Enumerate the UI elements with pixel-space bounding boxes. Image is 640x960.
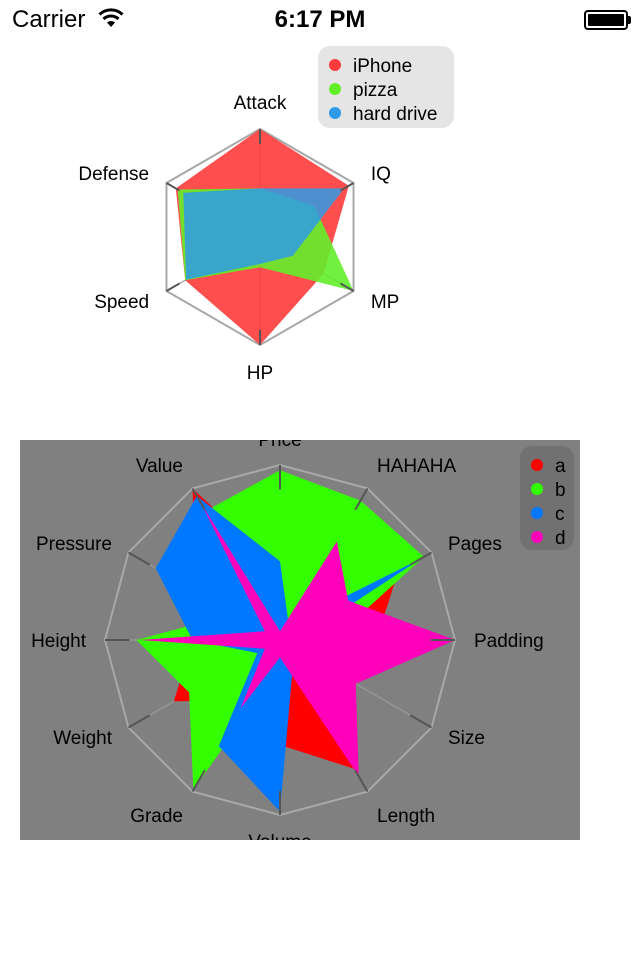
- legend-box: [520, 446, 574, 550]
- legend-label-b: b: [555, 480, 566, 501]
- legend-label-c: c: [555, 504, 565, 525]
- axis-label-mp: MP: [371, 292, 400, 313]
- series-hard-drive-area: [183, 188, 345, 280]
- legend-label-pizza: pizza: [353, 80, 398, 101]
- radar-spoke-tip-length: [354, 769, 369, 793]
- axis-label-price: Price: [258, 440, 301, 451]
- axis-label-volume: Volume: [248, 832, 311, 840]
- radar-spoke-tip-speed: [165, 282, 181, 292]
- axis-label-weight: Weight: [53, 728, 113, 749]
- axis-label-padding: Padding: [474, 631, 544, 652]
- legend-swatch-b: [531, 483, 543, 495]
- axis-label-size: Size: [448, 728, 485, 749]
- status-bar: Carrier 6:17 PM: [0, 0, 640, 40]
- legend-label-a: a: [555, 456, 566, 477]
- legend-swatch-d: [531, 531, 543, 543]
- legend-swatch-a: [531, 459, 543, 471]
- legend-label-hard-drive: hard drive: [353, 104, 438, 125]
- radar-spoke-tip-size: [409, 714, 433, 729]
- axis-label-speed: Speed: [94, 292, 149, 313]
- radar-spoke-tip-iq: [339, 182, 355, 192]
- legend-label-d: d: [555, 528, 566, 549]
- radar-spoke-tip-weight: [127, 714, 151, 729]
- legend-label-iphone: iPhone: [353, 56, 412, 77]
- radar-chart-2: Price HAHAHA Pages Padding Size Length Volume G…: [20, 440, 580, 840]
- legend-box: [318, 46, 454, 128]
- axis-label-grade: Grade: [130, 806, 183, 827]
- axis-label-hahaha: HAHAHA: [377, 456, 457, 477]
- legend-swatch-pizza: [329, 83, 341, 95]
- axis-label-value: Value: [136, 456, 183, 477]
- radar-spoke-tip-pressure: [127, 551, 151, 566]
- legend-swatch-hard-drive: [329, 107, 341, 119]
- carrier-label: Carrier: [12, 6, 86, 33]
- radar-spoke-tip-mp: [339, 282, 355, 292]
- radar-spoke-tip-hahaha: [354, 487, 369, 511]
- axis-label-length: Length: [377, 806, 435, 827]
- radar-chart-1: Attack IQ MP HP Speed Defense iPhone pizza hard …: [78, 46, 454, 384]
- legend-swatch-iphone: [329, 59, 341, 71]
- legend-swatch-c: [531, 507, 543, 519]
- radar-spoke-tip-grade: [191, 769, 206, 793]
- clock: 6:17 PM: [274, 6, 366, 33]
- axis-label-height: Height: [31, 631, 87, 652]
- series-d-area: [140, 503, 455, 777]
- radar-spoke-tip-defense: [165, 182, 181, 192]
- axis-label-iq: IQ: [371, 164, 391, 185]
- axis-label-pressure: Pressure: [36, 534, 112, 555]
- axis-label-pages: Pages: [448, 534, 502, 555]
- axis-label-attack: Attack: [234, 93, 287, 114]
- radar-spoke-tip-pages: [409, 551, 433, 566]
- battery-icon: [584, 10, 631, 30]
- radar-spoke-tip-value: [191, 487, 206, 511]
- axis-label-defense: Defense: [78, 164, 149, 185]
- wifi-icon: [98, 8, 124, 27]
- axis-label-hp: HP: [247, 363, 273, 384]
